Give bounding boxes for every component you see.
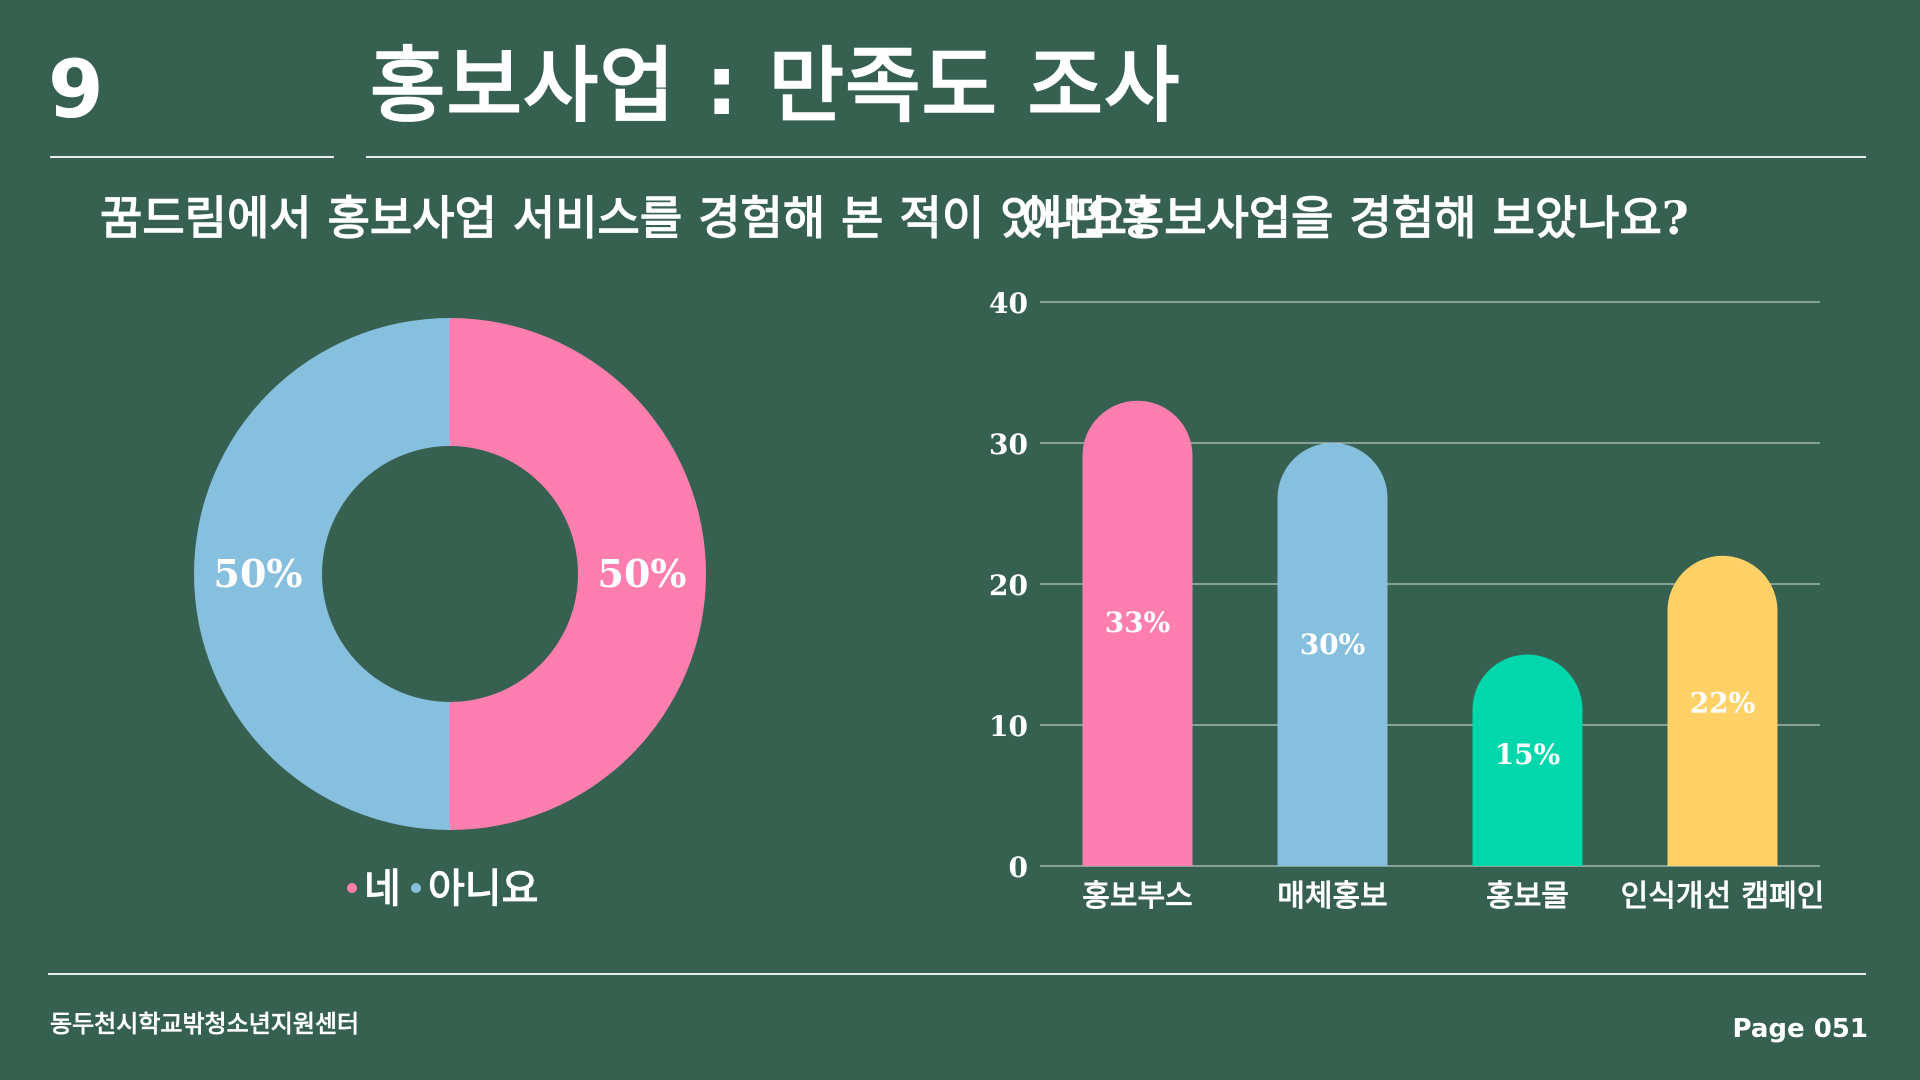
bar	[1277, 443, 1388, 866]
legend-marker	[347, 883, 357, 893]
donut-data-label: 50%	[598, 551, 687, 596]
x-tick-label: 홍보부스	[1082, 879, 1192, 914]
title-divider-right	[366, 156, 1866, 158]
footer-divider	[48, 973, 1866, 975]
footer-organization: 동두천시학교밖청소년지원센터	[50, 1010, 360, 1038]
page-title: 홍보사업 : 만족도 조사	[370, 39, 1181, 134]
page-number: Page 051	[1732, 1014, 1868, 1044]
slide-number: 9	[48, 43, 104, 136]
donut-slice	[450, 318, 706, 830]
bar-data-label: 30%	[1300, 628, 1366, 661]
bar-data-label: 22%	[1690, 687, 1756, 720]
x-tick-label: 홍보물	[1486, 879, 1569, 914]
bar-chart-title: 어떤 홍보사업을 경험해 보았나요?	[1021, 191, 1689, 245]
legend-label: 네	[364, 865, 401, 912]
bar-data-label: 15%	[1495, 738, 1561, 771]
donut-legend: 네 아니요	[347, 865, 538, 912]
bar	[1472, 654, 1583, 866]
y-tick-label: 0	[1009, 851, 1028, 884]
donut-slice	[194, 318, 450, 830]
donut-chart: 50% 50% 네 아니요	[194, 318, 706, 912]
legend-marker	[411, 883, 421, 893]
bar-chart: 0 10 20 30 40 33% 30% 15% 22% 홍보부스 매체홍보 홍보물 인식개선 캠…	[989, 287, 1825, 914]
donut-data-label: 50%	[214, 551, 303, 596]
bar-data-label: 33%	[1105, 606, 1171, 639]
y-tick-label: 30	[989, 428, 1028, 461]
y-tick-label: 40	[989, 287, 1028, 320]
bar	[1082, 400, 1193, 866]
x-tick-label: 인식개선 캠페인	[1621, 879, 1825, 914]
y-tick-label: 10	[989, 710, 1028, 743]
title-divider-left	[50, 156, 334, 158]
y-tick-label: 20	[989, 569, 1028, 602]
x-tick-label: 매체홍보	[1277, 879, 1387, 914]
legend-label: 아니요	[428, 865, 538, 912]
bar	[1667, 555, 1778, 866]
